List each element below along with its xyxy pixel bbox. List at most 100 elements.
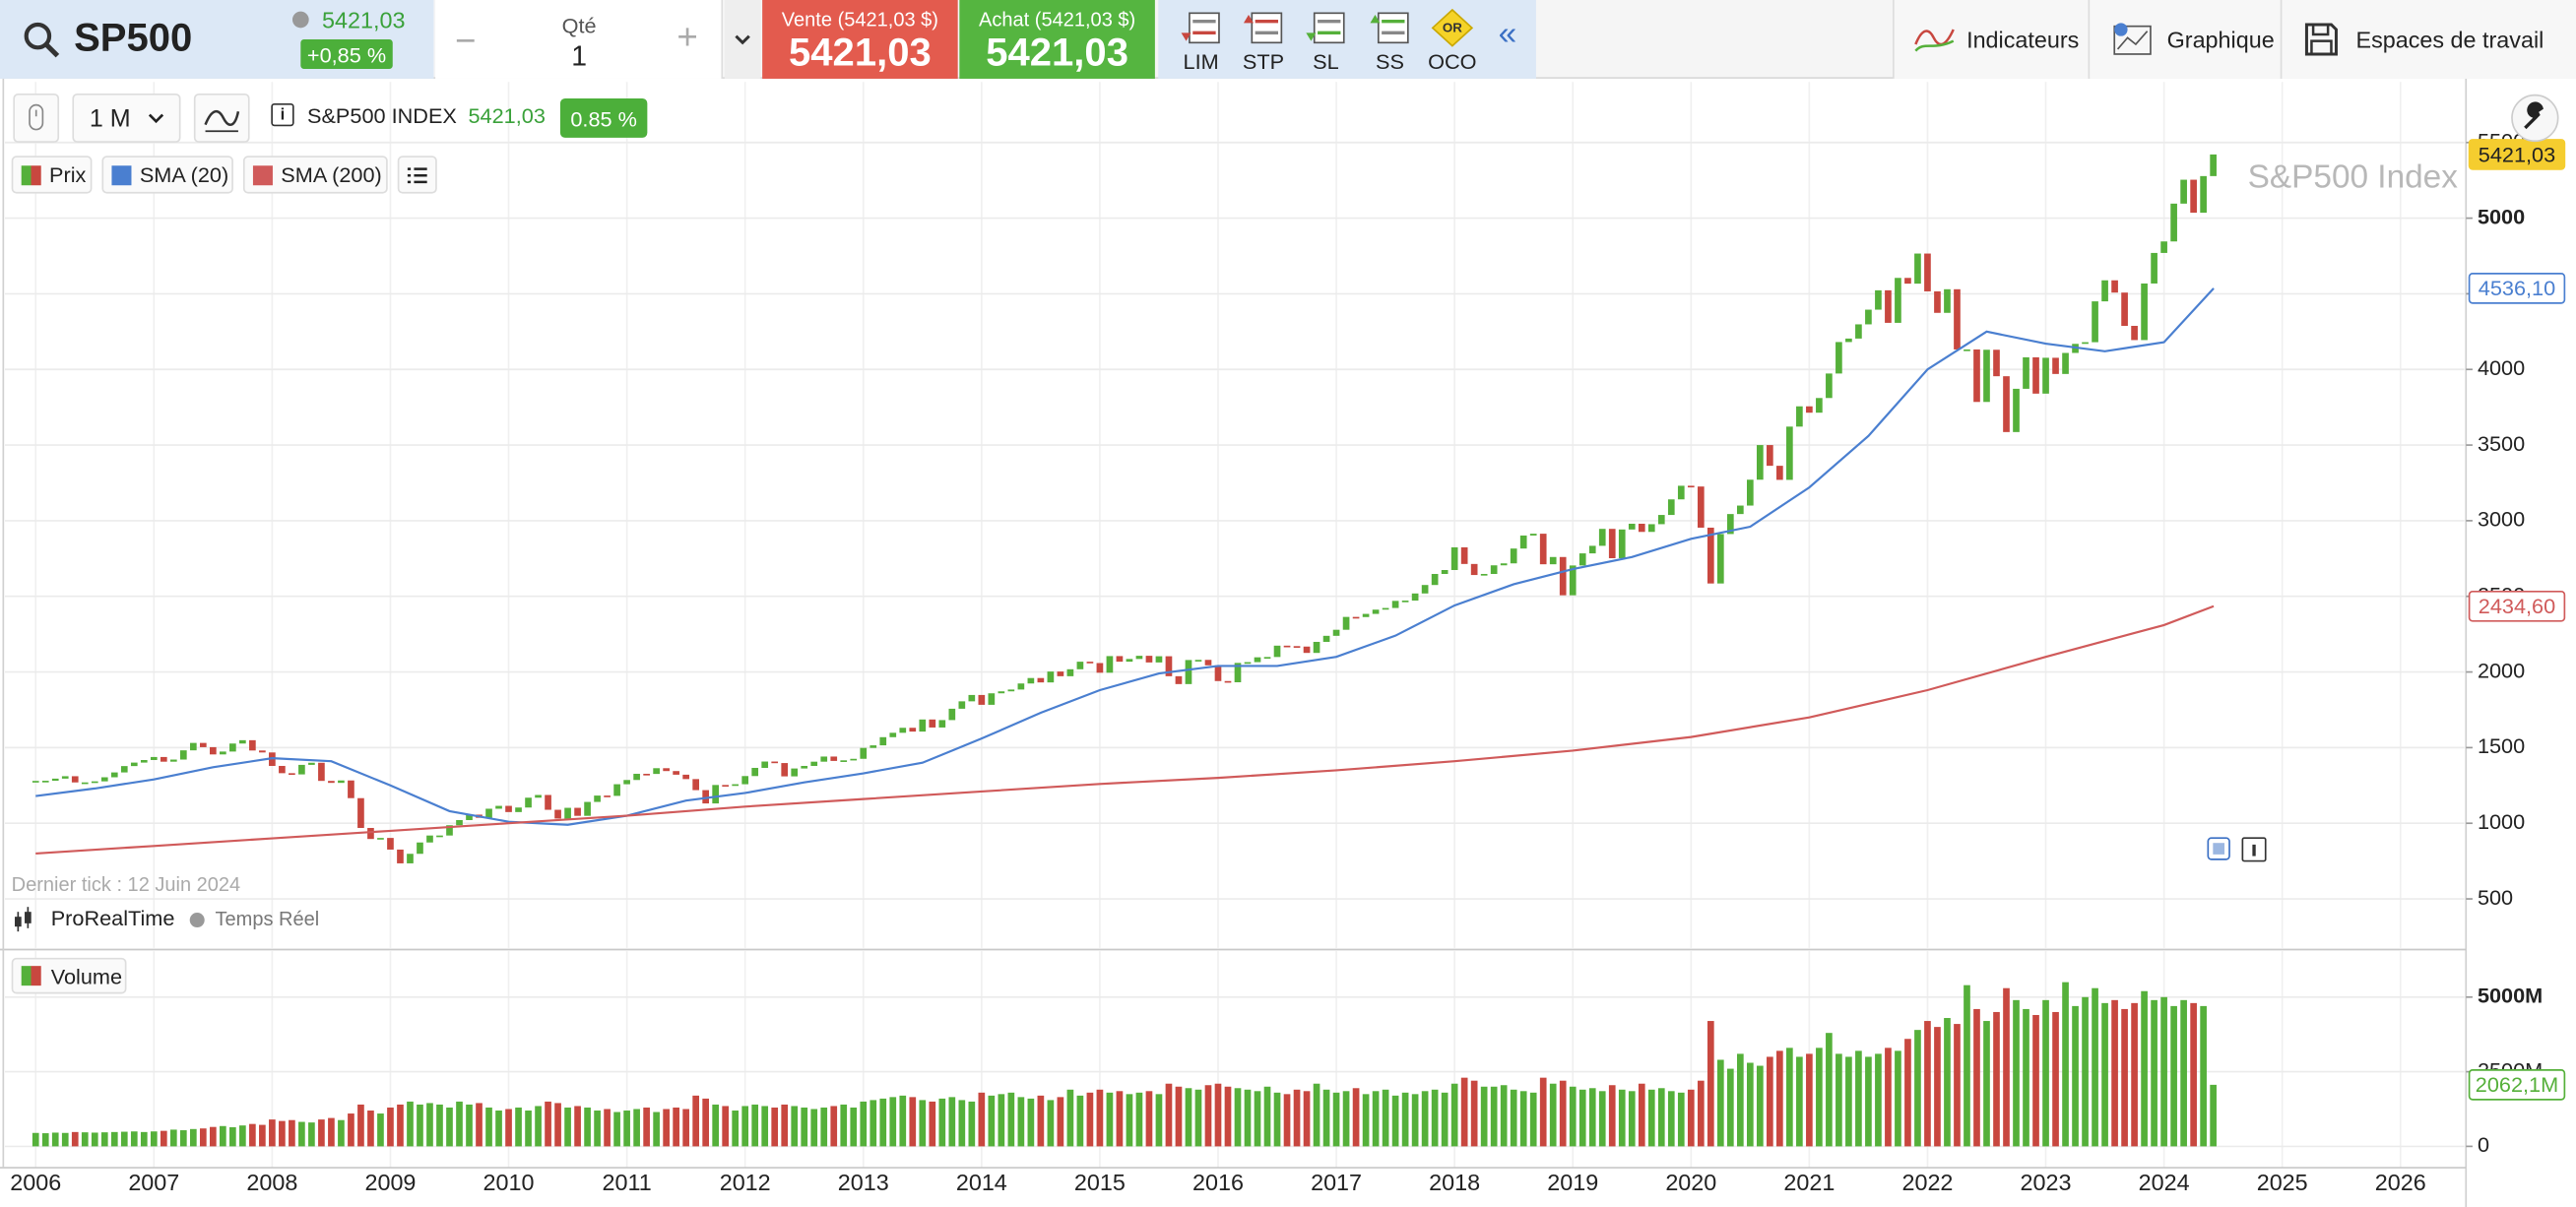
x-tick-label: 2023 <box>2021 1170 2072 1195</box>
candle <box>1767 445 1773 467</box>
volume-bar <box>239 1125 246 1147</box>
volume-bar <box>1165 1083 1173 1147</box>
candle <box>199 742 207 747</box>
candle <box>2082 342 2089 345</box>
buy-button[interactable]: Achat (5421,03 $) 5421,03 <box>959 0 1155 79</box>
candle <box>1539 534 1547 565</box>
candle <box>318 762 325 782</box>
symbol-box[interactable]: SP500 5421,03 +0,85 % <box>0 0 434 79</box>
candle <box>1786 426 1793 480</box>
candle <box>32 781 39 783</box>
plus-button[interactable]: + <box>676 16 698 58</box>
volume-bar <box>574 1106 581 1147</box>
candle <box>1796 406 1803 427</box>
volume-bar <box>702 1098 709 1147</box>
quantity-label: Qté <box>561 13 597 38</box>
volume-bar <box>2141 990 2148 1147</box>
volume-bar <box>919 1100 927 1147</box>
info-icon[interactable]: i <box>271 102 294 127</box>
volume-bar <box>1126 1094 1133 1147</box>
candle <box>879 736 887 746</box>
volume-bar <box>830 1106 838 1147</box>
icon-arrow <box>1370 14 1381 24</box>
candle <box>2151 252 2157 284</box>
volume-bar <box>110 1131 118 1147</box>
x-tick-label: 2011 <box>603 1170 652 1195</box>
order-label: LIM <box>1183 48 1219 74</box>
menu-item[interactable]: Indicateurs <box>1895 0 2091 79</box>
chart-watermark: S&P500 Index <box>2248 159 2459 195</box>
volume-bar <box>1332 1092 1340 1147</box>
quantity[interactable]: 1 <box>571 40 588 73</box>
candle <box>643 773 650 776</box>
order-button[interactable]: SL <box>1295 0 1357 79</box>
candle <box>1135 656 1143 660</box>
volume-bar <box>1342 1091 1350 1147</box>
minus-button[interactable]: − <box>455 19 477 61</box>
cursor-icon <box>29 103 44 131</box>
order-button[interactable]: LIM <box>1170 0 1232 79</box>
panel-icons[interactable] <box>2207 837 2267 862</box>
candle <box>1954 288 1961 349</box>
legend-item[interactable]: SMA (20) <box>101 156 233 194</box>
menu-item[interactable]: Graphique <box>2092 0 2283 79</box>
quantity-dropdown[interactable] <box>724 0 761 79</box>
order-icon: OR <box>1431 8 1474 47</box>
volume-bar <box>1806 1053 1813 1147</box>
volume-bar <box>32 1132 39 1147</box>
volume-bar <box>948 1097 956 1147</box>
candle <box>1086 662 1094 664</box>
menu-item[interactable]: Espaces de travail <box>2284 0 2576 79</box>
volume-bar <box>2062 982 2069 1147</box>
candle <box>367 827 374 840</box>
volume-legend[interactable]: Volume <box>11 957 127 994</box>
legend-item[interactable]: Prix <box>11 156 93 194</box>
volume-bar <box>2082 996 2089 1147</box>
period-dropdown[interactable]: 1 M <box>72 93 181 143</box>
volume-bar <box>279 1120 286 1147</box>
candle <box>239 739 246 744</box>
candle <box>988 693 996 705</box>
candle <box>1411 593 1419 602</box>
candle <box>1234 663 1242 683</box>
tag-label: 5421,03 <box>2479 142 2555 166</box>
volume-bar <box>485 1107 492 1147</box>
volume-bar <box>869 1100 877 1147</box>
candle <box>289 773 295 776</box>
volume-bar <box>2013 999 2020 1147</box>
legend-list-button[interactable] <box>397 156 437 194</box>
volume-bar <box>1638 1083 1645 1147</box>
volume-bar <box>1116 1091 1124 1147</box>
volume-bar <box>2180 999 2187 1147</box>
candle <box>1047 671 1055 683</box>
candle <box>1362 613 1370 617</box>
volume-bar <box>998 1094 1005 1147</box>
order-button[interactable]: OR OCO <box>1421 0 1483 79</box>
volume-bar <box>1993 1011 2000 1147</box>
volume-bar <box>673 1107 679 1147</box>
candle <box>791 768 799 777</box>
volume-bar <box>643 1107 650 1147</box>
indicator-button[interactable] <box>193 93 250 143</box>
volume-bar <box>1490 1086 1498 1147</box>
collapse-button[interactable]: « <box>1498 16 1517 53</box>
volume-bar <box>1254 1091 1261 1147</box>
order-icon <box>1306 12 1345 44</box>
cursor-button[interactable] <box>13 93 60 143</box>
sell-button[interactable]: Vente (5421,03 $) 5421,03 <box>762 0 958 79</box>
candle <box>417 842 423 855</box>
volume-bar <box>1588 1088 1596 1147</box>
order-button[interactable]: SS <box>1359 0 1421 79</box>
candle <box>1736 505 1744 515</box>
x-tick-label: 2025 <box>2257 1170 2308 1195</box>
candle <box>1885 289 1892 323</box>
candle <box>1687 485 1695 488</box>
order-button[interactable]: STP <box>1232 0 1294 79</box>
volume-bar <box>1096 1089 1104 1147</box>
candle <box>1254 657 1261 663</box>
candle <box>929 719 936 728</box>
candle <box>574 807 581 816</box>
order-buttons: « LIM STP SL SS OR OCO <box>1158 0 1536 79</box>
legend-item[interactable]: SMA (200) <box>242 156 388 194</box>
volume-bar <box>2003 987 2010 1147</box>
